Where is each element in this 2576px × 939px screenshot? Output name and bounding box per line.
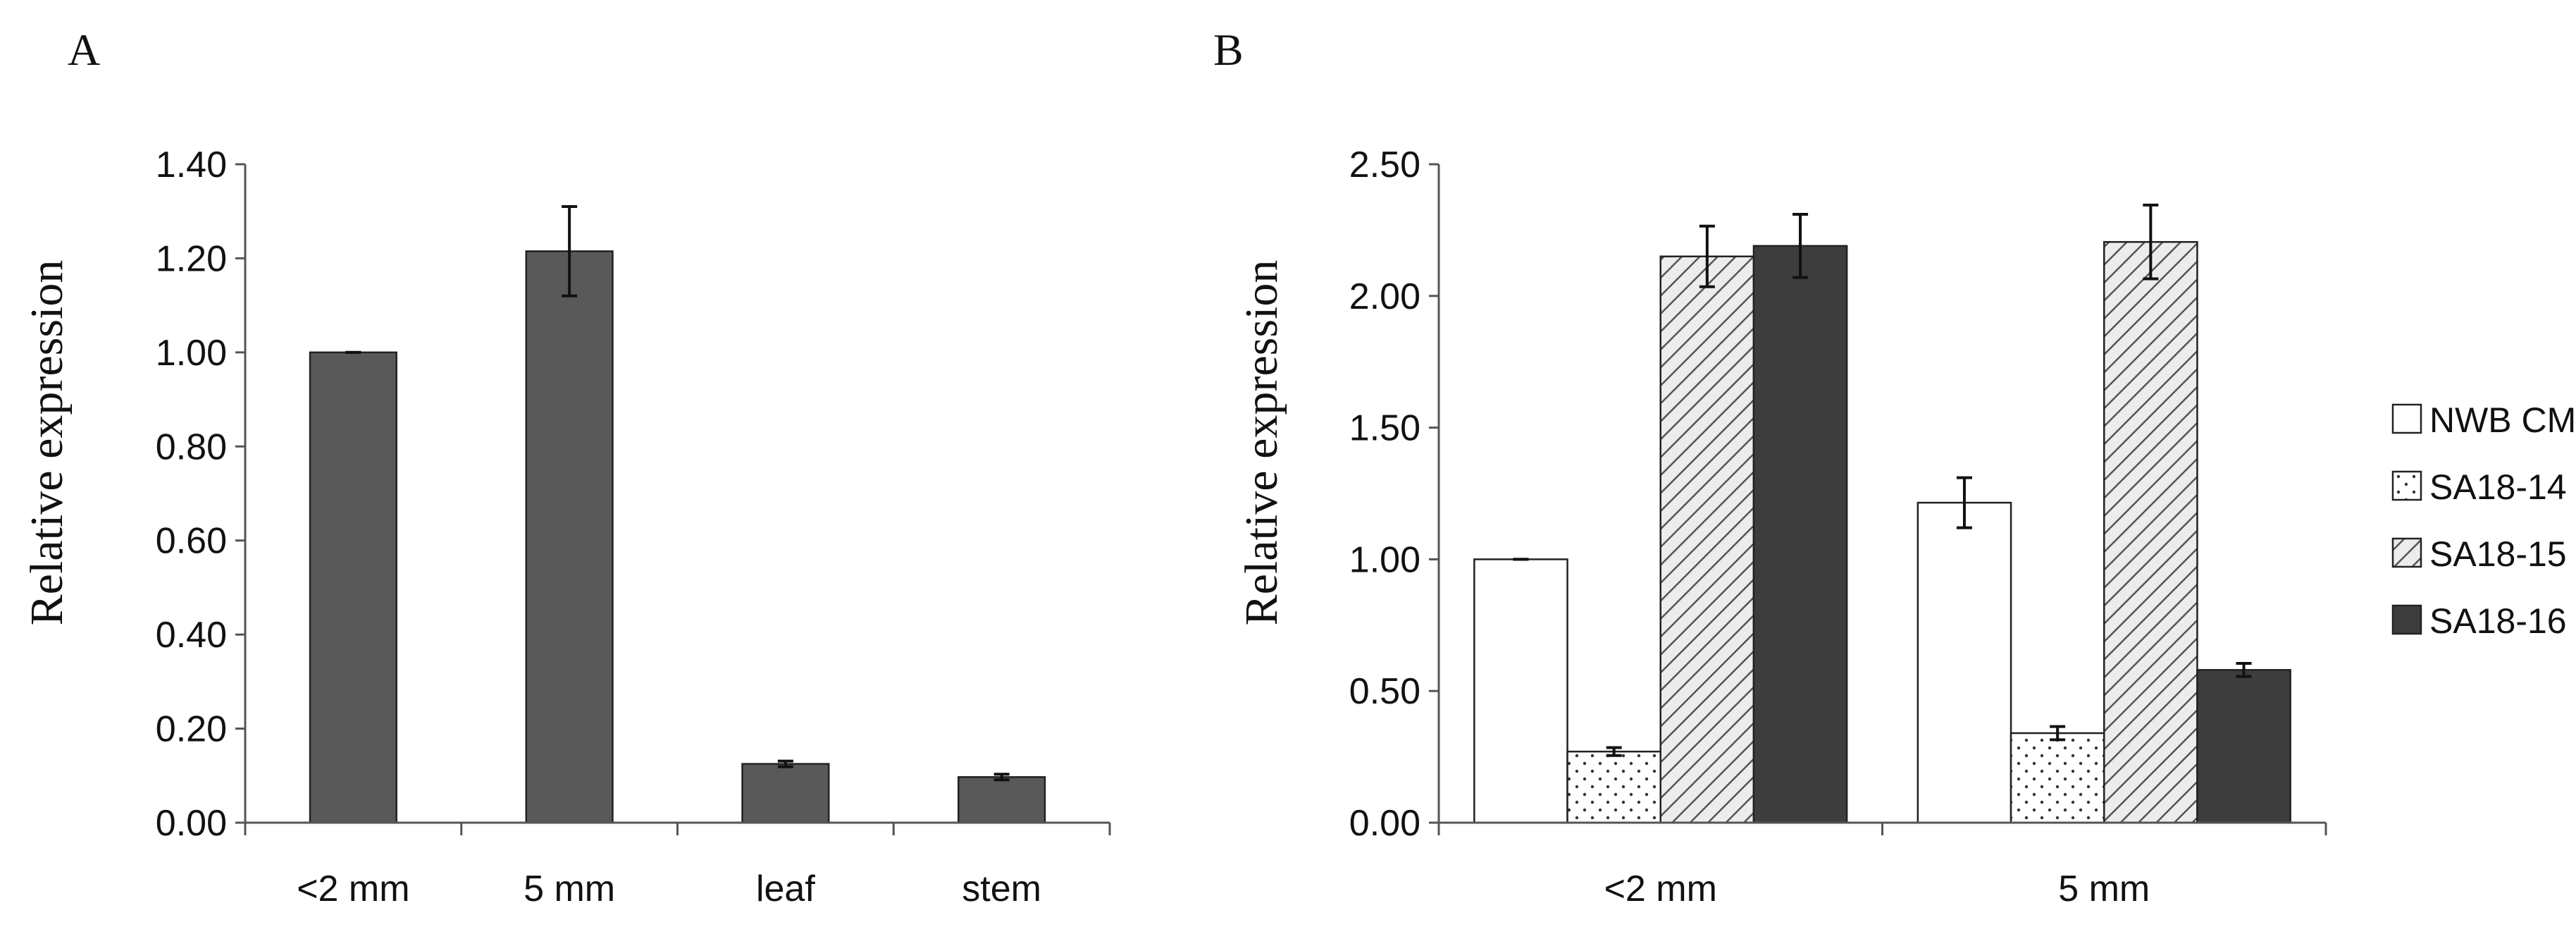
y-tick-label: 0.00 bbox=[1349, 803, 1420, 844]
panel-a-label: A bbox=[68, 25, 100, 75]
x-category-label: leaf bbox=[756, 869, 815, 909]
bar bbox=[1916, 501, 2012, 824]
bar bbox=[741, 763, 830, 824]
bar bbox=[958, 776, 1046, 824]
bar bbox=[525, 250, 614, 824]
legend-entry-label: NWB CMS bbox=[2429, 400, 2576, 440]
y-tick-label: 1.00 bbox=[1349, 539, 1420, 580]
legend-swatch bbox=[2391, 470, 2422, 501]
y-tick-label: 1.00 bbox=[156, 333, 227, 374]
legend-entry-label: SA18-14 bbox=[2429, 467, 2567, 507]
bar bbox=[2010, 732, 2105, 824]
legend: NWB CMS SA18-14 SA18-15 SA18-16 bbox=[2391, 400, 2576, 641]
legend-swatch bbox=[2391, 604, 2422, 635]
bar bbox=[2103, 240, 2198, 824]
y-tick-label: 2.00 bbox=[1349, 276, 1420, 317]
x-category-label: <2 mm bbox=[297, 869, 409, 909]
y-tick-label: 0.80 bbox=[156, 426, 227, 467]
x-category-label: 5 mm bbox=[524, 869, 615, 909]
y-tick-label: 0.50 bbox=[1349, 671, 1420, 712]
legend-entry-label: SA18-15 bbox=[2429, 534, 2567, 574]
bar bbox=[2196, 669, 2291, 824]
panel-a-chart: A Relative expression 0.00 0.20 0.40 0.60 0.… bbox=[21, 25, 1111, 909]
y-tick-label: 0.60 bbox=[156, 521, 227, 562]
y-tick-label: 0.20 bbox=[156, 709, 227, 750]
x-category-label: <2 mm bbox=[1604, 869, 1717, 909]
y-tick-label: 2.50 bbox=[1349, 145, 1420, 185]
panel-b-label: B bbox=[1213, 25, 1244, 75]
y-tick-label: 0.00 bbox=[156, 803, 227, 844]
panel-b-y-axis-label: Relative expression bbox=[1236, 260, 1287, 626]
y-tick-label: 1.40 bbox=[156, 145, 227, 185]
panel-b-chart: B Relative expression 0.00 0.50 1.00 1.50 2.… bbox=[1213, 25, 2576, 909]
bar bbox=[1566, 750, 1661, 824]
bar bbox=[1752, 245, 1848, 824]
bar bbox=[1473, 558, 1568, 824]
legend-swatch bbox=[2391, 537, 2422, 568]
panel-a-y-axis-label: Relative expression bbox=[21, 260, 73, 626]
x-category-label: stem bbox=[962, 869, 1041, 909]
bar bbox=[1659, 255, 1755, 824]
x-category-label: 5 mm bbox=[2058, 869, 2150, 909]
y-tick-label: 1.50 bbox=[1349, 408, 1420, 449]
y-tick-label: 1.20 bbox=[156, 238, 227, 279]
bar bbox=[309, 351, 397, 824]
legend-swatch bbox=[2391, 403, 2422, 434]
y-tick-label: 0.40 bbox=[156, 615, 227, 656]
legend-entry-label: SA18-16 bbox=[2429, 601, 2567, 641]
